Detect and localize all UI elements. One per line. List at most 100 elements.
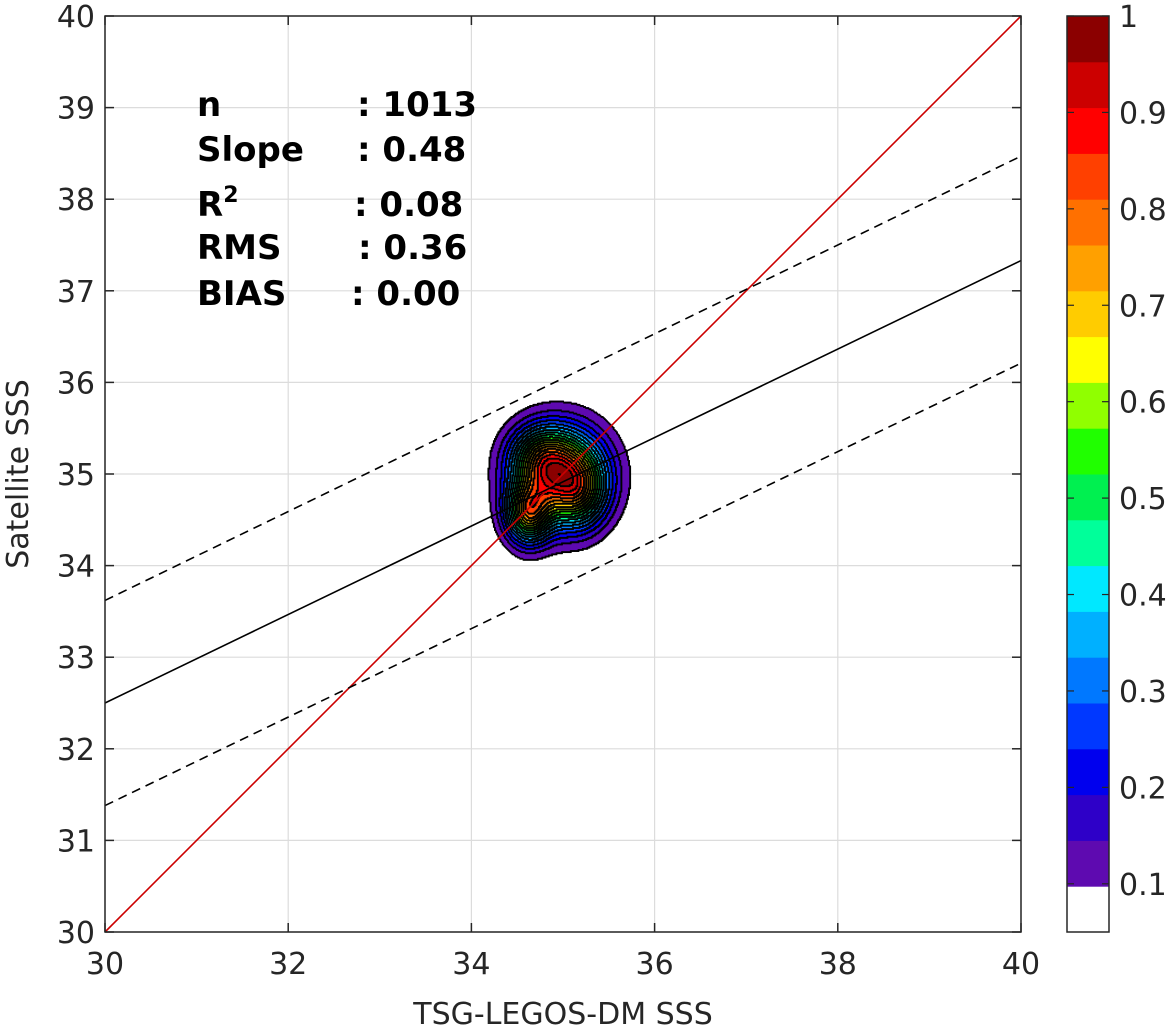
- density-cell: [492, 469, 495, 472]
- density-cell: [507, 520, 509, 523]
- density-cell: [495, 516, 497, 518]
- density-cell: [504, 452, 507, 454]
- density-cell: [498, 477, 501, 480]
- density-cell: [491, 511, 494, 514]
- density-cell: [489, 483, 492, 485]
- density-cell: [499, 442, 502, 445]
- density-cell: [512, 499, 515, 502]
- density-cell: [490, 506, 493, 508]
- density-cell: [499, 521, 502, 524]
- density-cell: [498, 507, 501, 509]
- density-cell: [507, 485, 509, 487]
- density-cell: [507, 435, 509, 438]
- density-cell: [497, 513, 499, 516]
- density-cell: [508, 435, 510, 438]
- density-cell: [508, 516, 510, 518]
- density-cell: [507, 539, 509, 541]
- density-cell: [489, 489, 492, 492]
- density-cell: [503, 495, 506, 497]
- density-cell: [496, 437, 498, 440]
- density-cell: [508, 548, 510, 551]
- density-cell: [509, 530, 512, 533]
- density-cell: [511, 472, 514, 474]
- density-cell: [509, 485, 512, 487]
- density-cell: [502, 428, 505, 430]
- density-cell: [504, 454, 507, 457]
- density-cell: [514, 540, 517, 542]
- density-cell: [491, 509, 494, 512]
- density-cell: [498, 454, 501, 457]
- density-cell: [513, 429, 516, 431]
- density-cell: [500, 434, 503, 437]
- density-cell: [490, 463, 493, 465]
- density-cell: [502, 539, 505, 541]
- density-cell: [502, 444, 505, 447]
- density-cell: [502, 432, 505, 435]
- density-cell: [503, 541, 506, 543]
- density-cell: [500, 496, 503, 498]
- density-cell: [490, 480, 493, 483]
- density-cell: [497, 444, 499, 447]
- density-cell: [491, 456, 494, 459]
- density-cell: [500, 453, 503, 456]
- density-cell: [507, 456, 509, 459]
- density-cell: [495, 443, 497, 446]
- density-cell: [506, 466, 508, 469]
- density-cell: [490, 503, 493, 506]
- density-cell: [515, 554, 518, 557]
- density-cell: [489, 488, 492, 491]
- density-cell: [507, 533, 509, 536]
- density-cell: [508, 434, 510, 437]
- density-cell: [507, 486, 509, 489]
- density-cell: [496, 525, 498, 528]
- density-cell: [511, 469, 514, 472]
- density-cell: [504, 539, 507, 541]
- density-cell: [514, 479, 517, 482]
- density-cell: [492, 447, 495, 450]
- density-cell: [506, 494, 508, 496]
- density-cell: [501, 541, 504, 543]
- density-cell: [501, 488, 504, 491]
- density-cell: [495, 446, 497, 449]
- density-cell: [492, 468, 495, 471]
- density-cell: [496, 498, 498, 501]
- density-cell: [514, 476, 517, 479]
- density-cell: [494, 494, 496, 496]
- density-cell: [514, 546, 517, 549]
- density-cell: [494, 498, 496, 501]
- density-cell: [494, 520, 496, 523]
- density-cell: [501, 470, 504, 473]
- density-cell: [508, 423, 510, 426]
- density-cell: [507, 454, 509, 457]
- density-cell: [508, 517, 510, 519]
- density-cell: [499, 454, 502, 457]
- density-cell: [514, 428, 517, 430]
- density-cell: [496, 494, 498, 496]
- density-cell: [499, 473, 502, 475]
- density-cell: [490, 502, 493, 505]
- density-cell: [512, 477, 515, 480]
- density-cell: [491, 454, 494, 457]
- density-cell: [489, 499, 492, 502]
- density-cell: [497, 500, 499, 503]
- density-cell: [502, 538, 505, 540]
- density-cell: [500, 492, 503, 495]
- density-cell: [494, 465, 496, 468]
- density-cell: [498, 455, 501, 458]
- density-cell: [500, 430, 503, 432]
- density-cell: [509, 422, 512, 425]
- density-cell: [495, 521, 497, 524]
- density-cell: [502, 476, 505, 479]
- density-cell: [514, 464, 517, 467]
- density-cell: [515, 536, 518, 539]
- density-cell: [508, 543, 510, 546]
- density-cell: [502, 529, 505, 531]
- density-cell: [497, 461, 499, 463]
- density-cell: [495, 455, 497, 458]
- density-cell: [511, 547, 514, 550]
- density-cell: [509, 468, 512, 471]
- density-cell: [503, 518, 506, 520]
- density-cell: [511, 424, 514, 427]
- density-cell: [506, 535, 508, 538]
- density-cell: [513, 456, 516, 459]
